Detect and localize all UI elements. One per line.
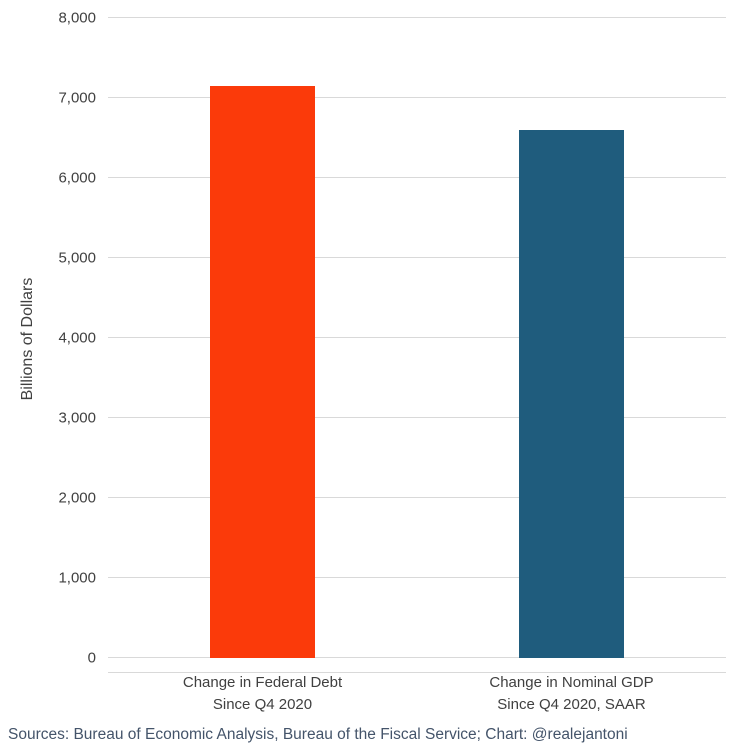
y-tick-label: 1,000 — [58, 569, 96, 587]
gridline — [108, 417, 726, 418]
y-tick-label: 6,000 — [58, 169, 96, 187]
gridline — [108, 97, 726, 98]
gridline — [108, 577, 726, 578]
bar-0 — [210, 86, 315, 658]
x-axis-labels: Change in Federal Debt Since Q4 2020 Chan… — [108, 672, 726, 716]
gridline — [108, 497, 726, 498]
y-axis-ticks: 0 1,000 2,000 3,000 4,000 5,000 6,000 7,000 8,00… — [0, 11, 96, 666]
gridline — [108, 17, 726, 18]
plot-area — [108, 17, 726, 673]
gridline — [108, 177, 726, 178]
y-tick-label: 0 — [87, 649, 96, 667]
y-tick-label: 5,000 — [58, 249, 96, 267]
x-category-label: Change in Nominal GDP Since Q4 2020, SAA… — [489, 674, 654, 713]
source-credit: Sources: Bureau of Economic Analysis, Bu… — [8, 726, 628, 743]
x-axis-line — [108, 672, 726, 673]
gridline — [108, 257, 726, 258]
x-category-label: Change in Federal Debt Since Q4 2020 — [182, 674, 343, 713]
y-tick-label: 4,000 — [58, 329, 96, 347]
bar-1 — [519, 130, 624, 658]
y-tick-label: 2,000 — [58, 489, 96, 507]
gridline — [108, 337, 726, 338]
gridline — [108, 657, 726, 658]
y-tick-label: 7,000 — [58, 89, 96, 107]
y-tick-label: 8,000 — [58, 9, 96, 27]
y-tick-label: 3,000 — [58, 409, 96, 427]
